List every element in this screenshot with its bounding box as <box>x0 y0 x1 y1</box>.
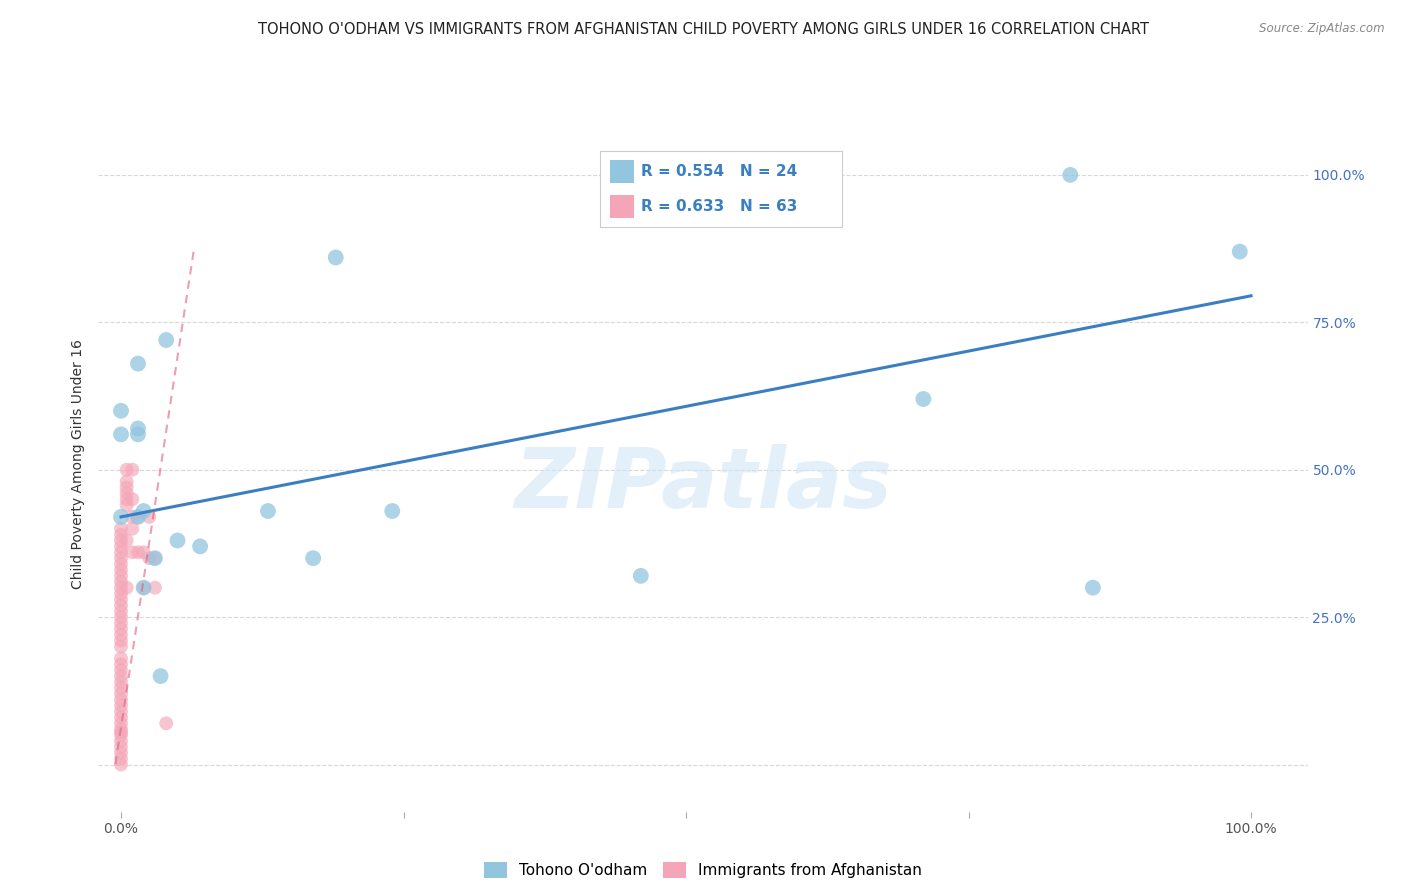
Point <box>188 540 211 554</box>
Point <box>110 757 132 772</box>
Point <box>110 651 132 665</box>
Point <box>143 551 166 566</box>
Legend: Tohono O'odham, Immigrants from Afghanistan: Tohono O'odham, Immigrants from Afghanis… <box>478 856 928 884</box>
Point <box>110 610 132 624</box>
Point <box>127 427 149 442</box>
Point <box>143 581 166 595</box>
Point <box>155 716 177 731</box>
Point <box>121 509 143 524</box>
Point <box>110 563 132 577</box>
Text: R = 0.554   N = 24: R = 0.554 N = 24 <box>641 164 797 179</box>
Point <box>110 427 132 442</box>
Point <box>821 168 844 182</box>
Text: Source: ZipAtlas.com: Source: ZipAtlas.com <box>1260 22 1385 36</box>
Point <box>132 545 155 559</box>
Point <box>110 669 132 683</box>
Point <box>166 533 188 548</box>
Point <box>138 551 160 566</box>
Point <box>110 657 132 672</box>
Point <box>110 640 132 654</box>
Point <box>1059 168 1081 182</box>
Point <box>138 509 160 524</box>
Point <box>110 734 132 748</box>
Point <box>110 540 132 554</box>
Point <box>110 527 132 541</box>
Point <box>115 486 138 500</box>
Bar <box>610 195 634 219</box>
Point <box>110 551 132 566</box>
Point <box>1081 581 1104 595</box>
Point <box>110 698 132 713</box>
Y-axis label: Child Poverty Among Girls Under 16: Child Poverty Among Girls Under 16 <box>72 339 86 589</box>
Point <box>110 404 132 418</box>
Point <box>115 480 138 494</box>
Point <box>127 357 149 371</box>
Point <box>257 504 280 518</box>
Point <box>110 586 132 600</box>
Point <box>115 463 138 477</box>
Point <box>630 569 652 583</box>
Point <box>110 569 132 583</box>
Point <box>912 392 935 406</box>
Point <box>115 475 138 489</box>
Point <box>127 509 149 524</box>
Point <box>110 557 132 571</box>
Point <box>115 533 138 548</box>
Point <box>110 628 132 642</box>
Point <box>110 522 132 536</box>
Text: TOHONO O'ODHAM VS IMMIGRANTS FROM AFGHANISTAN CHILD POVERTY AMONG GIRLS UNDER 16: TOHONO O'ODHAM VS IMMIGRANTS FROM AFGHAN… <box>257 22 1149 37</box>
Point <box>121 463 143 477</box>
Point <box>121 545 143 559</box>
Point <box>110 681 132 695</box>
Point <box>110 574 132 589</box>
Point <box>110 746 132 760</box>
Point <box>132 581 155 595</box>
Point <box>110 725 132 739</box>
Point <box>110 728 132 742</box>
Point <box>381 504 404 518</box>
Point <box>110 663 132 677</box>
Point <box>302 551 325 566</box>
Point <box>132 581 155 595</box>
Point <box>155 333 177 347</box>
Point <box>110 675 132 690</box>
Point <box>110 533 132 548</box>
Point <box>127 421 149 435</box>
Point <box>110 722 132 736</box>
Point <box>115 492 138 507</box>
Point <box>110 710 132 724</box>
Point <box>143 551 166 566</box>
Point <box>121 492 143 507</box>
Point <box>110 622 132 636</box>
Point <box>110 716 132 731</box>
Point <box>127 545 149 559</box>
Text: ZIPatlas: ZIPatlas <box>515 444 891 525</box>
Point <box>110 752 132 766</box>
Point <box>115 581 138 595</box>
Point <box>149 669 172 683</box>
Point <box>110 692 132 706</box>
Bar <box>610 160 634 183</box>
Point <box>110 592 132 607</box>
Point <box>325 251 347 265</box>
Point <box>121 522 143 536</box>
Point <box>110 545 132 559</box>
Text: R = 0.633   N = 63: R = 0.633 N = 63 <box>641 199 797 214</box>
Point <box>110 604 132 618</box>
Point <box>110 687 132 701</box>
Point <box>110 633 132 648</box>
Point <box>110 705 132 719</box>
Point <box>110 599 132 613</box>
Point <box>1229 244 1251 259</box>
Point <box>110 509 132 524</box>
Point <box>110 581 132 595</box>
Point <box>132 504 155 518</box>
Point <box>110 739 132 754</box>
Point <box>127 509 149 524</box>
Point <box>115 498 138 512</box>
Point <box>110 615 132 630</box>
